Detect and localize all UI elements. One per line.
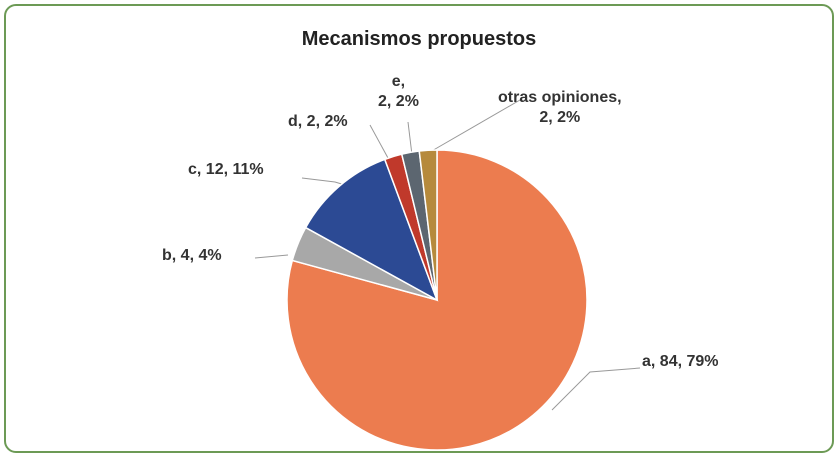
data-label: d, 2, 2% [288, 113, 348, 130]
data-label: b, 4, 4% [162, 247, 222, 264]
pie-slice [286, 149, 588, 451]
data-label: otras opiniones, 2, 2% [498, 89, 622, 126]
pie-slice [418, 149, 438, 301]
leader-line [369, 124, 389, 159]
leader-line [429, 99, 521, 153]
leader-line [301, 177, 346, 186]
leader-line [254, 254, 289, 259]
data-label: a, 84, 79% [642, 353, 719, 370]
data-label: e, 2, 2% [378, 73, 419, 110]
pie-slice [304, 158, 439, 302]
leader-line [551, 367, 641, 411]
data-label: c, 12, 11% [188, 161, 264, 178]
chart-title: Mecanismos propuestos [301, 28, 537, 50]
leader-line [407, 121, 413, 156]
